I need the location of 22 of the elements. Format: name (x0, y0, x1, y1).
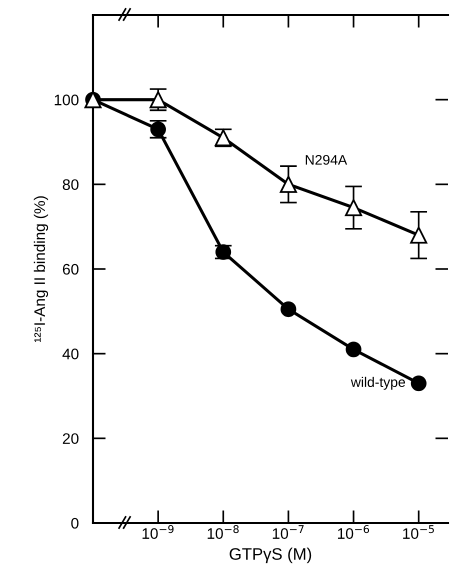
point (150, 91, 167, 108)
y-tick-label: 60 (62, 264, 79, 275)
y-tick-label: 80 (62, 179, 79, 190)
y-axis-title: ¹²⁵I-Ang II binding (%) (34, 196, 48, 342)
point (345, 199, 362, 216)
y-tick-label: 20 (62, 433, 79, 444)
point (346, 342, 362, 358)
x-tick-label: 10$^{−5}$ (403, 525, 434, 539)
series-label: N294A (306, 154, 348, 165)
x-tick-label: 10$^{−7}$ (272, 525, 304, 539)
x-tick-label: 10$^{−9}$ (142, 525, 174, 539)
point (280, 176, 297, 193)
point (410, 375, 427, 392)
y-tick-label: 100 (54, 94, 79, 106)
y-tick-label: 40 (62, 348, 79, 360)
series-label: wild-type (350, 376, 406, 390)
x-axis-title: GTPγS (M) (230, 548, 312, 564)
point (410, 226, 428, 244)
y-tick-label: 0 (71, 518, 79, 529)
x-tick-label: 10$^{−8}$ (208, 525, 239, 539)
x-tick-label: 10$^{−6}$ (338, 525, 370, 539)
point (280, 301, 296, 318)
